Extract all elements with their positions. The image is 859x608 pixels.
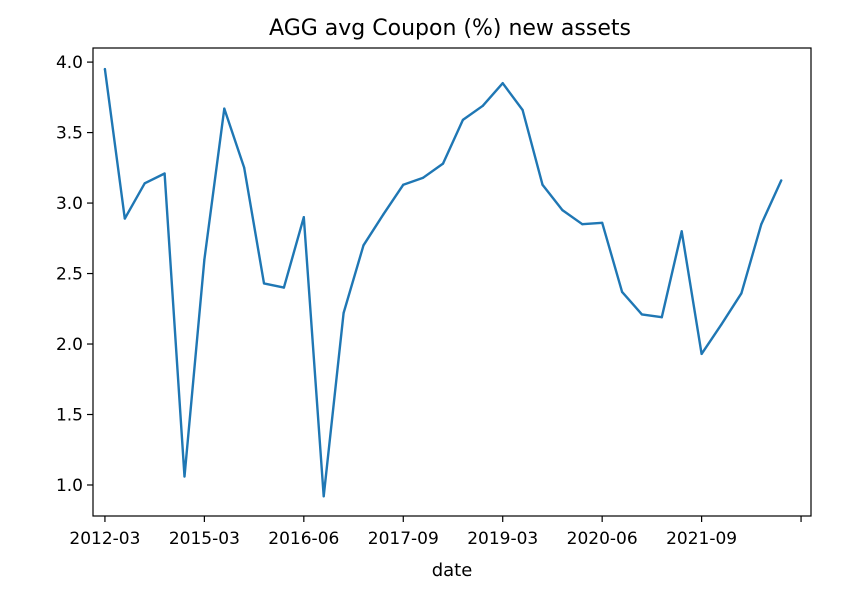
data-point <box>282 286 286 289</box>
data-point <box>422 176 425 179</box>
y-tick-label: 3.0 <box>56 194 83 214</box>
x-tick-label: 2012-03 <box>69 529 140 549</box>
chart-title: AGG avg Coupon (%) new assets <box>269 16 631 41</box>
data-point <box>262 282 266 285</box>
x-tick-label: 2021-09 <box>666 529 737 549</box>
data-point <box>521 108 524 112</box>
data-point <box>481 104 484 107</box>
data-point <box>561 209 564 212</box>
x-tick-label: 2020-06 <box>567 529 638 549</box>
data-point <box>223 107 226 110</box>
plot-area <box>92 47 812 517</box>
y-axis: 1.0 1.5 2.0 2.5 3.0 3.5 4.0 <box>56 53 93 496</box>
data-point <box>660 316 663 319</box>
data-point <box>441 162 445 165</box>
data-point <box>302 216 305 219</box>
series-layer <box>103 67 783 498</box>
series-line <box>103 67 783 498</box>
data-point <box>163 172 166 175</box>
data-point <box>322 495 325 498</box>
y-tick-label: 3.5 <box>56 124 83 144</box>
data-point <box>183 475 186 478</box>
x-axis: 2012-03 2015-03 2016-06 2017-09 2019-03 2020-… <box>69 516 802 549</box>
y-tick-label: 2.5 <box>56 265 83 285</box>
data-point <box>402 183 405 186</box>
data-point <box>620 290 624 293</box>
data-point <box>501 82 504 85</box>
x-tick-label: 2017-09 <box>368 529 439 549</box>
x-tick-label: 2019-03 <box>467 529 538 549</box>
x-axis-label: date <box>432 560 473 581</box>
data-point <box>362 244 365 247</box>
y-tick-label: 1.5 <box>56 406 83 426</box>
data-point <box>243 166 246 169</box>
data-point <box>143 182 146 185</box>
data-point <box>780 179 783 182</box>
data-point <box>581 223 584 226</box>
data-point <box>700 352 703 355</box>
data-point <box>103 68 107 71</box>
data-point <box>342 311 345 315</box>
data-point <box>382 213 385 216</box>
data-point <box>760 223 763 226</box>
y-tick-label: 1.0 <box>56 476 83 496</box>
data-point <box>461 118 465 121</box>
data-point <box>720 323 723 326</box>
x-tick-label: 2015-03 <box>169 529 240 549</box>
data-point <box>541 183 544 186</box>
data-point <box>640 313 644 316</box>
data-point <box>123 217 126 220</box>
y-tick-label: 4.0 <box>56 53 83 73</box>
y-tick-label: 2.0 <box>56 335 83 355</box>
data-point <box>740 292 743 295</box>
x-tick-label: 2016-06 <box>268 529 339 549</box>
data-point <box>680 230 683 233</box>
data-point <box>203 258 206 261</box>
data-point <box>601 221 604 224</box>
